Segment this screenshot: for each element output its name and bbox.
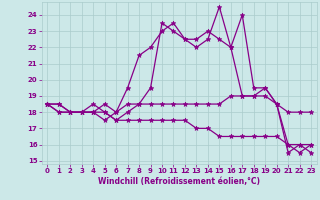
X-axis label: Windchill (Refroidissement éolien,°C): Windchill (Refroidissement éolien,°C) (98, 177, 260, 186)
